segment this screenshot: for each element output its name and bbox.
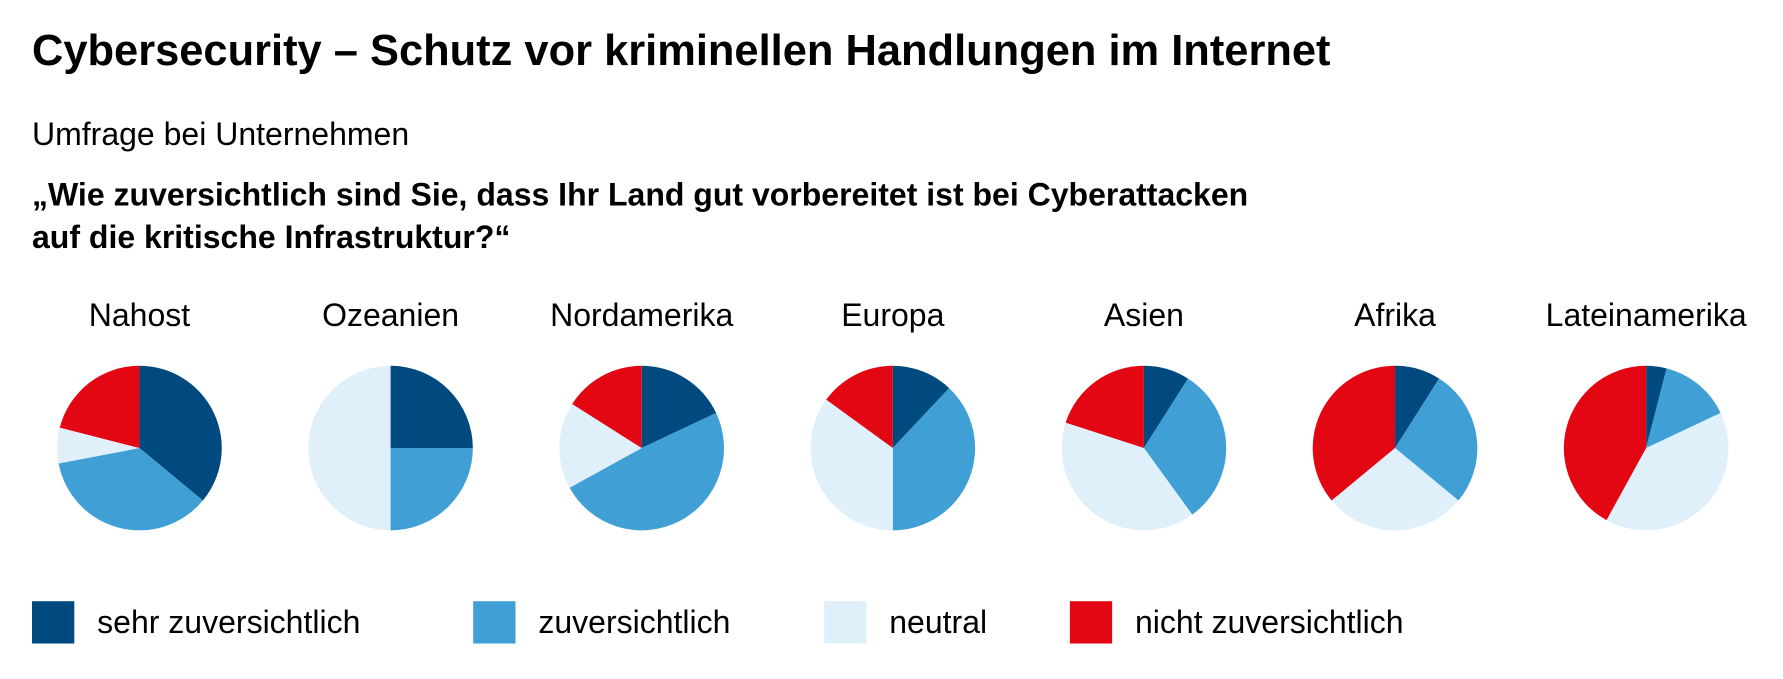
pie-label: Nahost xyxy=(89,297,191,333)
pie-slice-neutral xyxy=(308,365,391,531)
pie-slice-sehr-zuversichtlich xyxy=(1646,365,1667,449)
chart-title: Cybersecurity – Schutz vor kriminellen H… xyxy=(32,27,1331,76)
pie-slice-sehr-zuversichtlich xyxy=(139,365,222,501)
pie-slice-nicht-zuversichtlich xyxy=(1065,365,1144,449)
pie-slice-sehr-zuversichtlich xyxy=(1395,365,1440,449)
pie-slice-zuversichtlich xyxy=(1143,378,1227,515)
pie-label: Asien xyxy=(1104,297,1184,333)
pie-label: Europa xyxy=(841,297,944,333)
pie-slice-sehr-zuversichtlich xyxy=(1143,365,1189,449)
legend-item-sehr-zuversichtlich: sehr zuversichtlich xyxy=(32,601,473,644)
pie-slice-zuversichtlich xyxy=(1395,378,1478,501)
pie-europa: Europa xyxy=(810,297,976,531)
pie-slice-zuversichtlich xyxy=(390,448,473,531)
pie-slice-nicht-zuversichtlich xyxy=(1312,365,1396,501)
legend-item-nicht-zuversichtlich: nicht zuversichtlich xyxy=(1069,601,1404,644)
legend-swatch xyxy=(824,601,867,644)
legend-item-neutral: neutral xyxy=(824,601,1070,644)
pie-slice-neutral xyxy=(1061,422,1193,531)
pie-slice-zuversichtlich xyxy=(569,413,724,531)
survey-question: „Wie zuversichtlich sind Sie, dass Ihr L… xyxy=(32,174,1248,259)
pie-slice-nicht-zuversichtlich xyxy=(572,365,642,449)
pie-slice-zuversichtlich xyxy=(892,388,976,531)
pie-slice-neutral xyxy=(559,403,642,488)
pie-slice-nicht-zuversichtlich xyxy=(59,365,140,449)
legend-swatch xyxy=(1069,601,1113,644)
pie-slice-neutral xyxy=(810,399,893,531)
legend-label: neutral xyxy=(889,604,988,640)
question-line-1: „Wie zuversichtlich sind Sie, dass Ihr L… xyxy=(32,177,1249,213)
question-line-2: auf die kritische Infrastruktur?“ xyxy=(32,219,511,255)
legend-item-zuversichtlich: zuversichtlich xyxy=(473,601,824,644)
pie-label: Lateinamerika xyxy=(1546,297,1747,333)
pie-label: Afrika xyxy=(1354,297,1436,333)
pie-lateinamerika: Lateinamerika xyxy=(1546,297,1747,531)
pie-slice-sehr-zuversichtlich xyxy=(892,365,950,449)
pie-afrika: Afrika xyxy=(1312,297,1478,531)
pie-slice-neutral xyxy=(57,427,140,464)
pie-slice-sehr-zuversichtlich xyxy=(390,365,473,449)
pie-slice-neutral xyxy=(1606,413,1729,531)
pie-nahost: Nahost xyxy=(57,297,222,531)
pie-slice-sehr-zuversichtlich xyxy=(641,365,717,449)
pie-slice-nicht-zuversichtlich xyxy=(1563,365,1647,521)
pie-label: Ozeanien xyxy=(322,297,459,333)
legend-swatch xyxy=(473,601,516,644)
legend-label: nicht zuversichtlich xyxy=(1134,604,1404,640)
pie-slice-zuversichtlich xyxy=(1646,368,1721,449)
pie-ozeanien: Ozeanien xyxy=(308,297,473,531)
pie-slice-zuversichtlich xyxy=(58,448,203,531)
pie-nordamerika: Nordamerika xyxy=(550,297,733,531)
legend: sehr zuversichtlich zuversichtlich neutr… xyxy=(32,601,1404,644)
pie-label: Nordamerika xyxy=(550,297,733,333)
chart-subtitle: Umfrage bei Unternehmen xyxy=(32,116,410,153)
legend-label: sehr zuversichtlich xyxy=(97,604,361,640)
pie-slice-neutral xyxy=(1331,448,1459,531)
legend-label: zuversichtlich xyxy=(538,604,731,640)
pie-slice-nicht-zuversichtlich xyxy=(826,365,893,449)
pie-asien: Asien xyxy=(1061,297,1227,531)
legend-swatch xyxy=(32,601,75,644)
